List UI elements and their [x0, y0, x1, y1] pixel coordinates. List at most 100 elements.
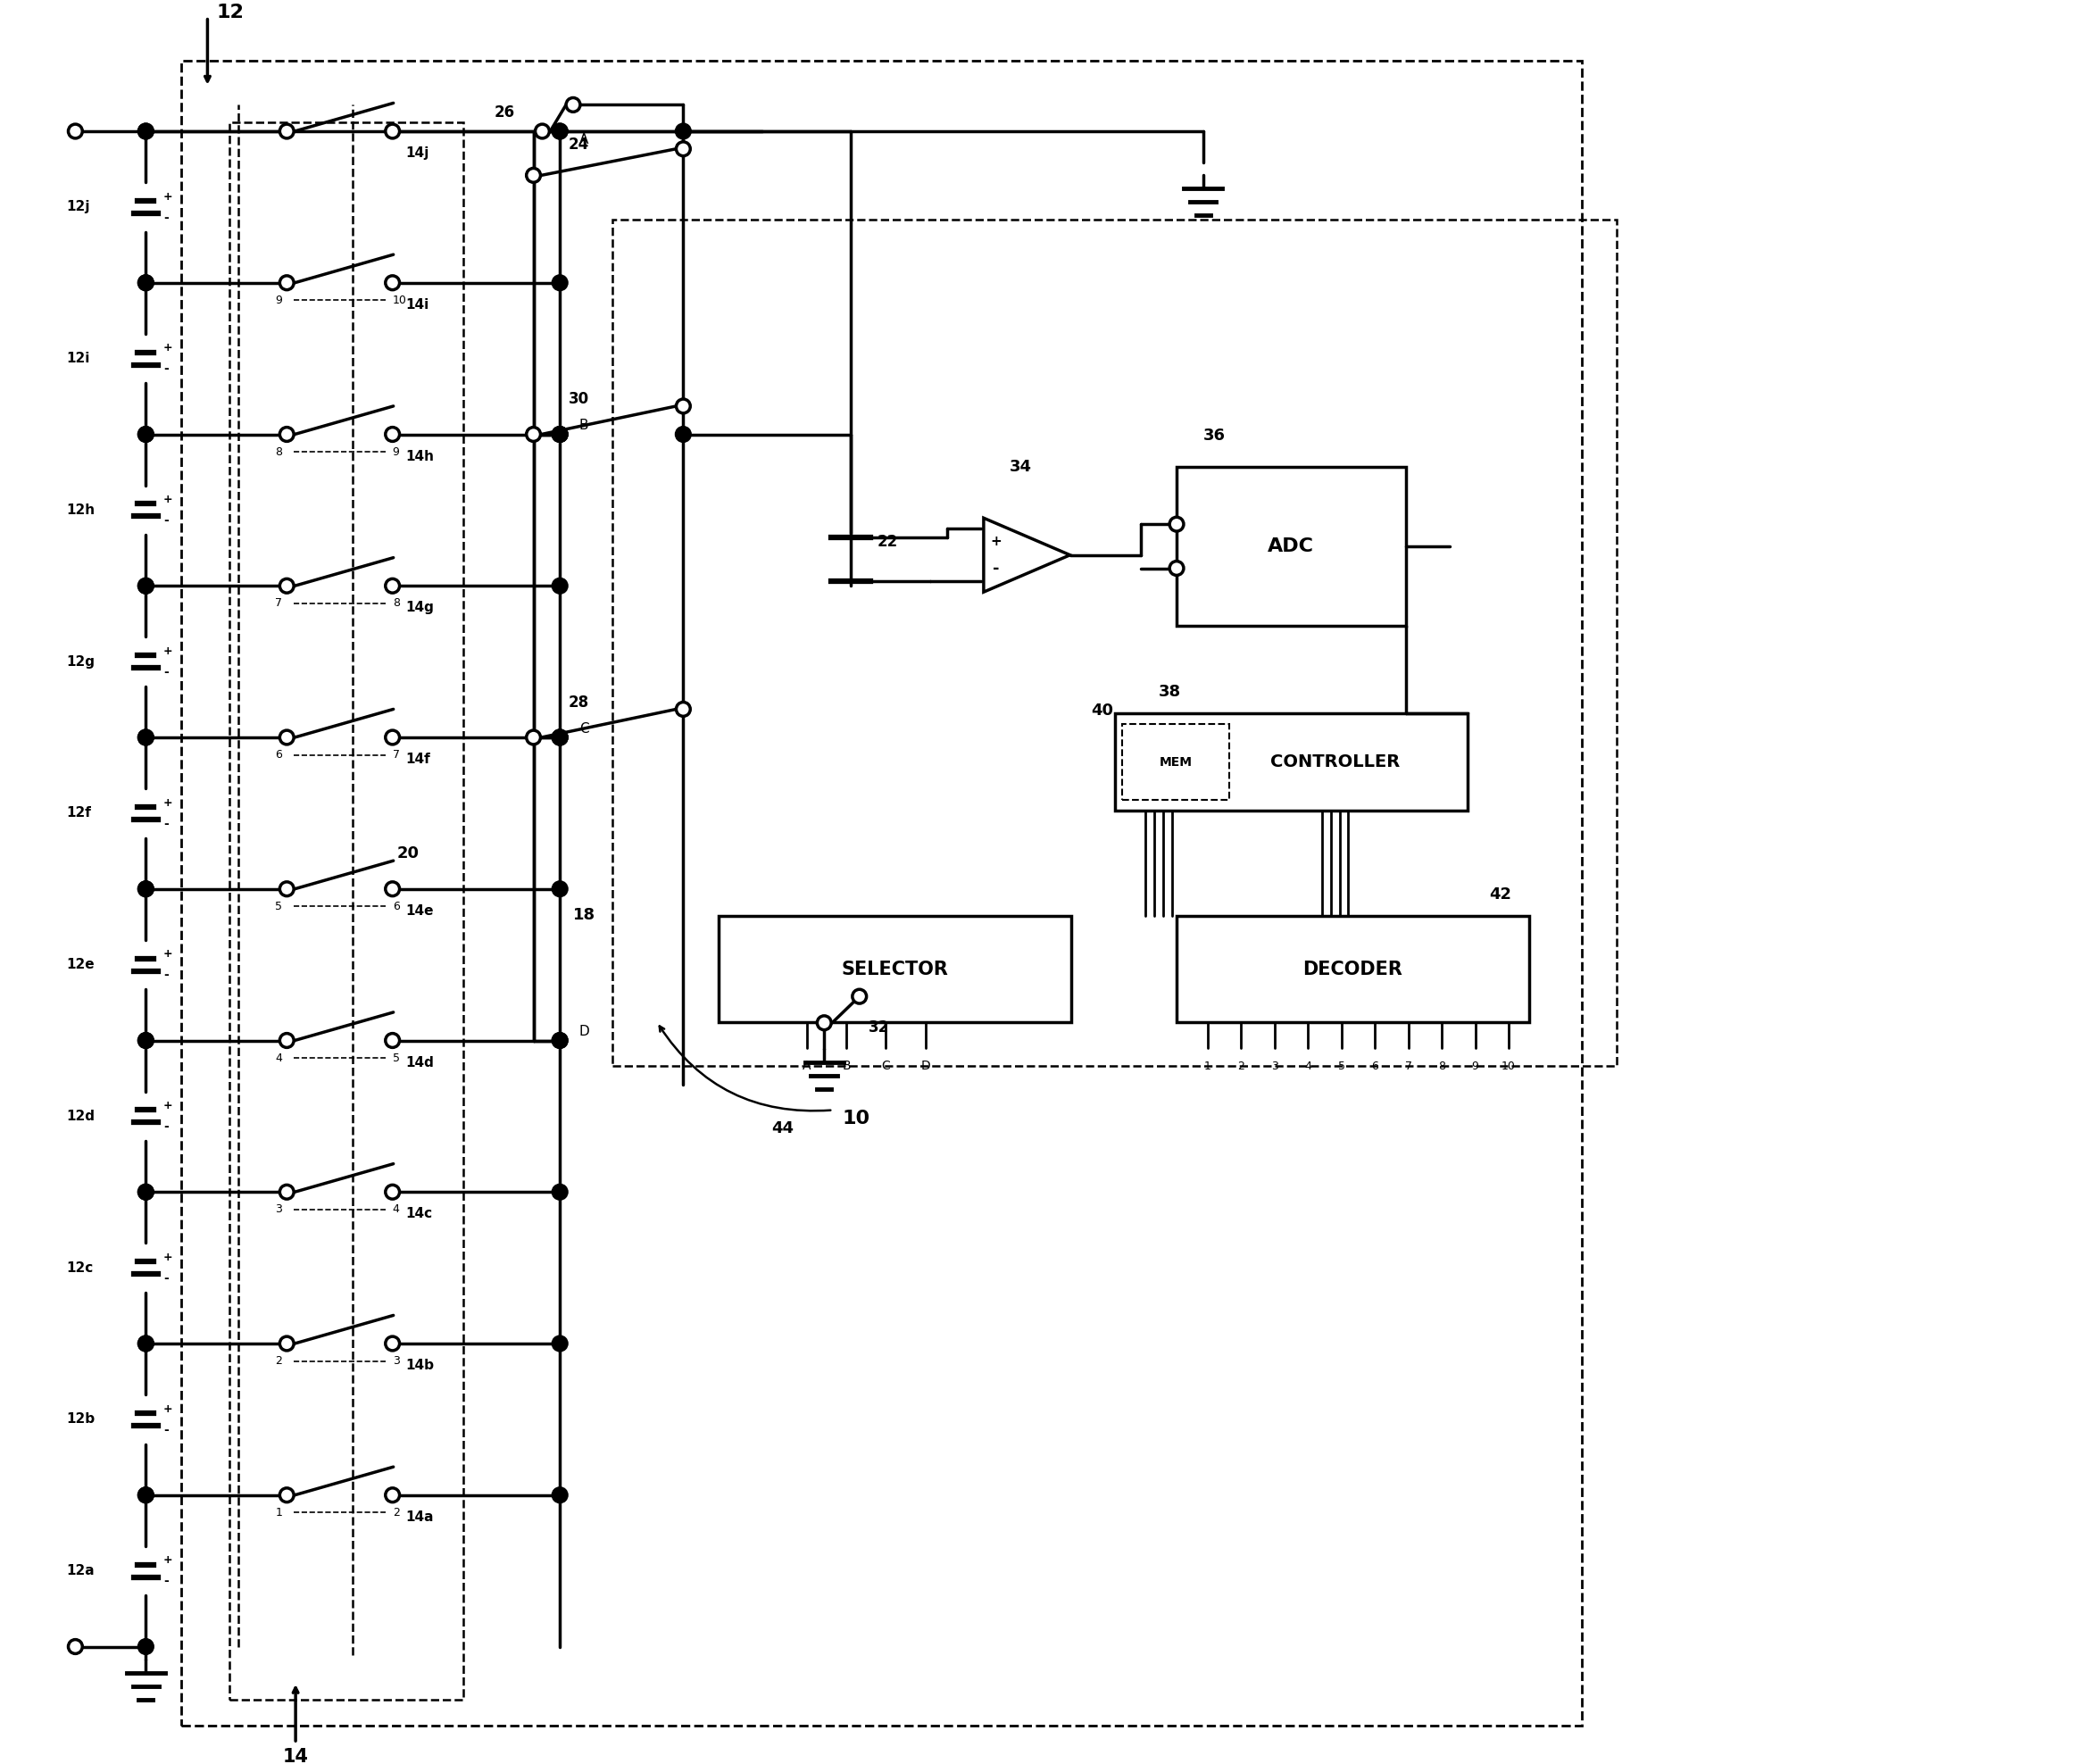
Text: +: + [163, 342, 173, 355]
Text: ADC: ADC [1267, 538, 1313, 556]
Text: -: - [163, 212, 169, 224]
Circle shape [138, 1032, 155, 1048]
Text: 1: 1 [276, 1506, 282, 1519]
Text: -: - [163, 968, 169, 981]
Text: +: + [163, 1251, 173, 1263]
Text: 7: 7 [276, 598, 282, 609]
Text: 14c: 14c [405, 1207, 432, 1221]
Text: 14f: 14f [405, 753, 430, 766]
Text: SELECTOR: SELECTOR [841, 960, 948, 977]
Circle shape [280, 275, 294, 289]
Circle shape [138, 1184, 155, 1200]
Circle shape [551, 427, 568, 443]
Text: -: - [163, 515, 169, 527]
Text: 12g: 12g [67, 654, 96, 669]
Text: 3: 3 [393, 1355, 399, 1367]
Circle shape [280, 1185, 294, 1200]
Text: D: D [921, 1060, 931, 1073]
Text: 14g: 14g [405, 602, 434, 614]
Text: 12e: 12e [67, 958, 94, 972]
Text: 9: 9 [276, 295, 282, 307]
Circle shape [386, 275, 399, 289]
Circle shape [280, 579, 294, 593]
Text: D: D [578, 1025, 589, 1039]
Circle shape [386, 1489, 399, 1503]
Text: 9: 9 [1472, 1060, 1478, 1073]
Text: B: B [578, 418, 589, 432]
Text: A: A [578, 134, 589, 146]
Circle shape [526, 427, 541, 441]
Circle shape [280, 1337, 294, 1351]
Text: 3: 3 [1272, 1060, 1278, 1073]
Circle shape [551, 123, 568, 139]
Circle shape [551, 1335, 568, 1351]
Text: 18: 18 [572, 907, 595, 923]
Text: 1: 1 [1205, 1060, 1211, 1073]
Circle shape [551, 579, 568, 594]
Text: C: C [578, 721, 589, 736]
Text: -: - [163, 817, 169, 831]
Circle shape [138, 880, 155, 896]
Text: 26: 26 [493, 104, 514, 120]
Text: 12i: 12i [67, 351, 90, 365]
Circle shape [138, 123, 155, 139]
Text: 5: 5 [276, 901, 282, 912]
Circle shape [138, 1335, 155, 1351]
Text: 38: 38 [1159, 683, 1182, 700]
Text: CONTROLLER: CONTROLLER [1270, 753, 1401, 771]
Text: B: B [841, 1060, 850, 1073]
Text: 42: 42 [1489, 886, 1512, 901]
Circle shape [551, 1487, 568, 1503]
Circle shape [386, 1185, 399, 1200]
Text: 14e: 14e [405, 905, 434, 917]
Circle shape [138, 579, 155, 594]
Text: -: - [992, 561, 1000, 577]
Circle shape [280, 1034, 294, 1048]
Circle shape [1169, 517, 1184, 531]
Text: 4: 4 [1305, 1060, 1311, 1073]
Circle shape [69, 123, 81, 138]
Circle shape [551, 123, 568, 139]
Text: 12: 12 [217, 4, 244, 21]
Circle shape [526, 168, 541, 182]
Text: 8: 8 [276, 446, 282, 457]
Text: 22: 22 [877, 534, 898, 550]
Text: +: + [163, 1099, 173, 1111]
Text: 4: 4 [393, 1203, 399, 1215]
Text: 12f: 12f [67, 806, 92, 820]
Text: 44: 44 [770, 1120, 793, 1136]
Text: 20: 20 [397, 845, 420, 863]
Text: +: + [163, 646, 173, 656]
Circle shape [138, 123, 155, 139]
Circle shape [138, 275, 155, 291]
Circle shape [816, 1016, 831, 1030]
Circle shape [674, 427, 691, 443]
Circle shape [386, 427, 399, 441]
Circle shape [386, 579, 399, 593]
Circle shape [280, 1489, 294, 1503]
Text: 7: 7 [393, 750, 399, 760]
Text: -: - [163, 1575, 169, 1588]
Circle shape [551, 1032, 568, 1048]
Circle shape [386, 730, 399, 744]
Circle shape [138, 427, 155, 443]
Circle shape [280, 730, 294, 744]
Text: 14a: 14a [405, 1510, 434, 1524]
Text: 30: 30 [568, 392, 589, 407]
Text: -: - [163, 667, 169, 679]
Circle shape [138, 880, 155, 896]
Circle shape [674, 123, 691, 139]
Text: 5: 5 [1338, 1060, 1345, 1073]
Text: +: + [163, 191, 173, 203]
Circle shape [386, 1337, 399, 1351]
Text: 32: 32 [869, 1020, 889, 1035]
Text: 10: 10 [393, 295, 407, 307]
Text: 40: 40 [1092, 702, 1113, 720]
Text: -: - [163, 363, 169, 376]
Text: +: + [163, 949, 173, 960]
Circle shape [138, 579, 155, 594]
Text: 14h: 14h [405, 450, 434, 462]
Circle shape [138, 730, 155, 746]
Circle shape [138, 1335, 155, 1351]
Text: DECODER: DECODER [1303, 960, 1403, 977]
